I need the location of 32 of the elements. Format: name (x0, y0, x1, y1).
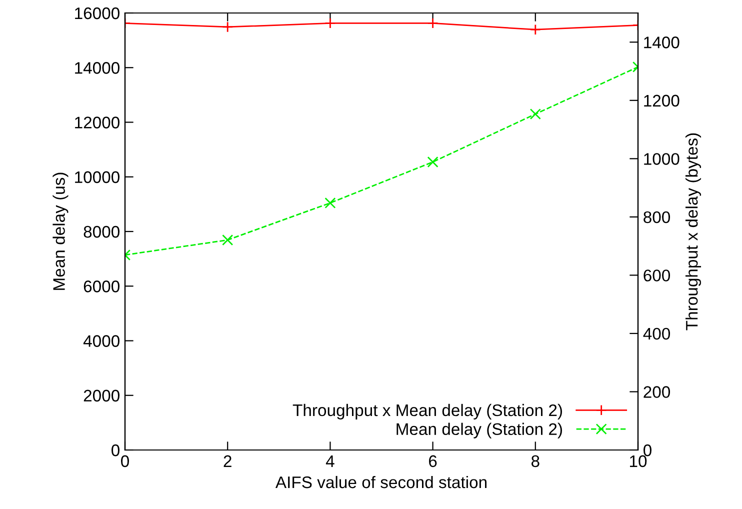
y2-tick-label: 400 (643, 328, 670, 340)
y-tick-label: 8000 (84, 226, 120, 238)
y2-tick-label: 600 (644, 270, 670, 282)
point (324, 197, 336, 209)
y-tick-label: 16000 (75, 7, 120, 20)
legend-label: Mean delay (Station 2) (396, 422, 562, 438)
y2-axis-title: Throughput x delay (bytes) (685, 133, 702, 330)
point (324, 18, 336, 29)
y-tick-label: 6000 (84, 280, 120, 292)
y-tick-label: 0 (112, 444, 120, 456)
y-tick-label: 10000 (75, 171, 120, 184)
y-tick-label: 12000 (75, 116, 120, 128)
legend-label: Throughput x Mean delay (Station 2) (292, 404, 562, 420)
x-axis-title: AIFS value of second station (275, 476, 487, 488)
x-tick-label: 2 (224, 455, 232, 467)
x-tick-label: 6 (429, 455, 437, 468)
y2-tick-label: 200 (644, 386, 670, 398)
y2-tick-label: 800 (644, 211, 670, 224)
y-tick-label: 4000 (83, 335, 120, 347)
y2-tick-label: 1000 (644, 153, 680, 165)
x-tick-label: 4 (326, 455, 334, 467)
y2-tick-label: 1400 (644, 36, 680, 48)
y-tick-label: 2000 (84, 390, 120, 402)
y-tick-label: 14000 (75, 62, 120, 74)
x-tick-label: 8 (531, 455, 540, 468)
x-tick-label: 10 (630, 455, 647, 468)
point (427, 18, 438, 29)
y2-tick-label: 1200 (644, 94, 680, 107)
point (427, 156, 438, 168)
x-tick-label: 0 (121, 455, 129, 468)
y-axis-title: Mean delay (us) (52, 172, 68, 290)
y2-tick-label: 0 (644, 444, 652, 456)
